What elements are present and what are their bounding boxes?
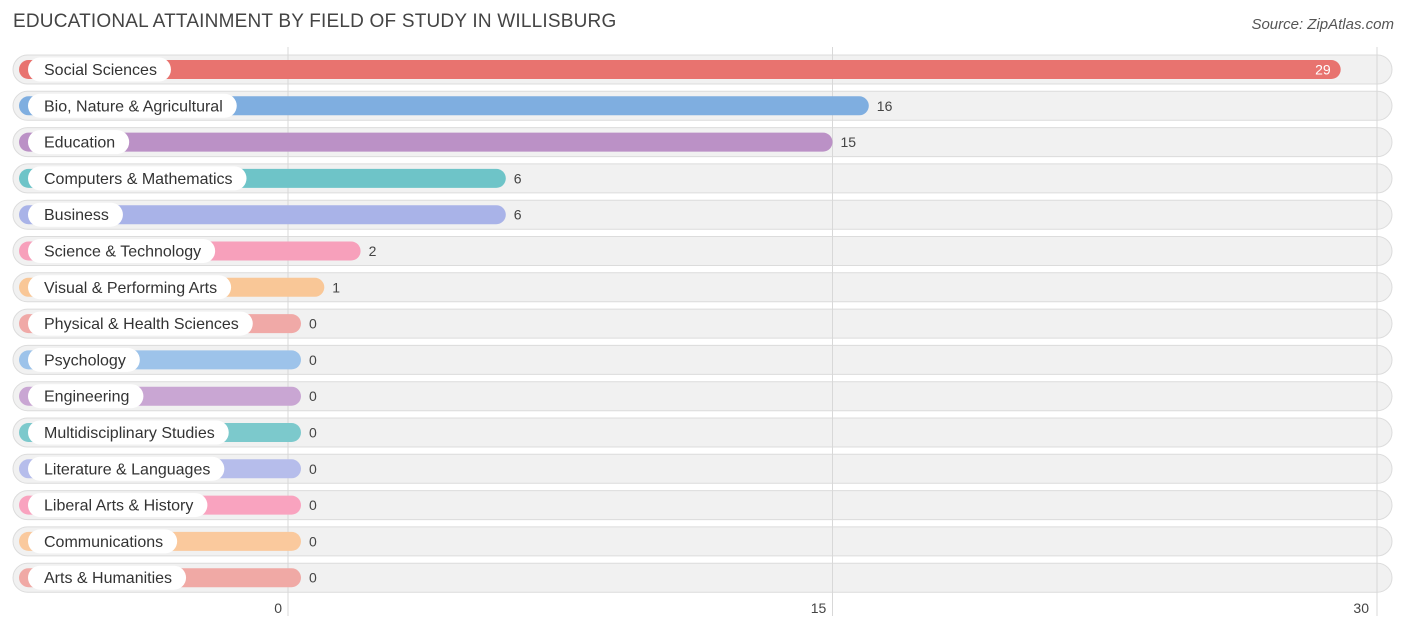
- x-tick-label: 30: [1353, 600, 1369, 616]
- row-background: [12, 526, 1393, 557]
- bar-group: Business: [19, 202, 506, 227]
- row-background: [12, 453, 1393, 484]
- x-tick-label: 0: [274, 600, 282, 616]
- value-label: 0: [309, 352, 317, 368]
- category-label-pill: [28, 130, 130, 155]
- category-label-pill: [28, 202, 123, 227]
- bar-group: Science & Technology: [19, 239, 361, 263]
- category-label: Computers & Mathematics: [44, 171, 233, 188]
- row-background: [12, 381, 1393, 412]
- value-label: 15: [841, 134, 857, 150]
- category-label: Literature & Languages: [44, 461, 210, 478]
- bar: [19, 205, 506, 225]
- value-label: 6: [514, 170, 522, 186]
- bar-group: Visual & Performing Arts: [19, 275, 325, 300]
- category-label-pill: [28, 57, 171, 82]
- row-background: [12, 562, 1393, 593]
- row-background: [12, 272, 1393, 303]
- bar-group: Literature & Languages: [19, 456, 301, 481]
- bar-group: Physical & Health Sciences: [19, 311, 301, 336]
- category-label: Liberal Arts & History: [44, 498, 193, 515]
- value-label: 1: [332, 279, 340, 295]
- value-label: 2: [369, 243, 377, 259]
- row-background: [12, 236, 1393, 266]
- value-label: 0: [309, 497, 317, 513]
- value-label: 0: [309, 316, 317, 332]
- bar-group: Multidisciplinary Studies: [19, 420, 301, 445]
- value-label: 0: [309, 533, 317, 549]
- category-label-pill: [28, 529, 178, 554]
- row-background: [12, 490, 1393, 521]
- value-label: 0: [309, 570, 317, 586]
- category-label: Engineering: [44, 389, 129, 406]
- source-attribution: Source: ZipAtlas.com: [1251, 16, 1394, 33]
- bar: [19, 132, 833, 152]
- value-label: 0: [309, 388, 317, 404]
- category-label: Arts & Humanities: [44, 570, 172, 587]
- category-label-pill: [28, 275, 232, 300]
- bar-group: Education: [19, 130, 833, 155]
- category-label: Education: [44, 135, 115, 152]
- category-label: Physical & Health Sciences: [44, 316, 239, 333]
- category-label-pill: [28, 493, 208, 518]
- category-label: Social Sciences: [44, 62, 157, 79]
- value-label: 0: [309, 425, 317, 441]
- x-axis-ticks: 0 15 30: [274, 600, 1369, 616]
- bar-group: Computers & Mathematics: [19, 166, 506, 191]
- bars: Social Sciences 29 Bio, Nature & Agricultu…: [19, 57, 1341, 590]
- value-label: 0: [309, 461, 317, 477]
- value-label: 16: [877, 98, 893, 114]
- category-label-pill: [28, 456, 225, 481]
- bar-group: Liberal Arts & History: [19, 493, 301, 518]
- category-label-pill: [28, 420, 229, 445]
- category-label-pill: [28, 347, 140, 372]
- bar-group: Bio, Nature & Agricultural: [19, 93, 869, 118]
- category-label-pill: [28, 311, 253, 336]
- bar-group: Arts & Humanities: [19, 565, 301, 590]
- category-label: Science & Technology: [44, 244, 201, 261]
- category-label: Psychology: [44, 352, 126, 369]
- category-label-pill: [28, 384, 144, 409]
- bar-group: Engineering: [19, 384, 301, 409]
- bar-group: Psychology: [19, 347, 301, 372]
- value-label: 6: [514, 207, 522, 223]
- category-label: Communications: [44, 534, 163, 551]
- bar: [19, 60, 1341, 79]
- row-background: [12, 344, 1393, 375]
- x-tick-label: 15: [811, 600, 827, 616]
- value-label: 29: [1315, 62, 1331, 78]
- category-label: Visual & Performing Arts: [44, 280, 217, 297]
- category-label-pill: [28, 239, 216, 263]
- category-label: Business: [44, 207, 109, 224]
- category-label: Multidisciplinary Studies: [44, 425, 215, 442]
- category-label: Bio, Nature & Agricultural: [44, 98, 223, 115]
- category-label-pill: [28, 565, 187, 590]
- row-background: [12, 308, 1393, 339]
- row-background: [12, 417, 1393, 448]
- bar-group: Social Sciences: [19, 57, 1341, 82]
- chart-title: EDUCATIONAL ATTAINMENT BY FIELD OF STUDY…: [13, 11, 617, 32]
- bar-group: Communications: [19, 529, 301, 554]
- category-label-pill: [28, 93, 237, 118]
- category-label-pill: [28, 166, 247, 191]
